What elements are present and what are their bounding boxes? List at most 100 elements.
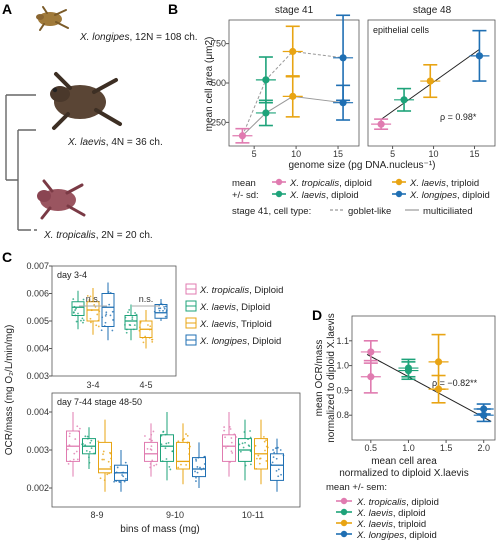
connector-lines [241, 50, 344, 137]
jitter-point [196, 471, 199, 474]
jitter-point [148, 438, 151, 441]
jitter-point [277, 475, 280, 478]
y-tick-label: 0.006 [26, 289, 49, 299]
data-points [360, 333, 494, 423]
data-point [262, 109, 270, 117]
jitter-point [272, 449, 274, 451]
jitter-point [68, 435, 71, 438]
jitter-point [122, 475, 125, 478]
x-tick-label: 10 [429, 149, 439, 159]
jitter-point [204, 455, 206, 458]
jitter-point [127, 311, 129, 314]
data-point [400, 96, 408, 104]
jitter-point [146, 447, 149, 450]
legend-label: X. longipes, Diploid [199, 336, 281, 347]
jitter-point [185, 464, 188, 466]
jitter-point [101, 458, 104, 461]
jitter-point [271, 461, 274, 464]
jitter-point [88, 456, 90, 459]
y-tick-labels: 0.003 0.004 0.005 0.006 0.007 [26, 261, 52, 381]
y-tick-label: 500 [211, 78, 226, 88]
jitter-point [139, 321, 142, 324]
jitter-point [177, 440, 180, 443]
x-axis-label: genome size (pg DNA.nucleus⁻¹) [288, 160, 435, 171]
x-tick-label: 1.0 [402, 443, 415, 453]
correlation-label: ρ = −0.82** [432, 378, 478, 388]
jitter-point [111, 329, 114, 332]
y-tick-label: 0.9 [336, 385, 349, 395]
jitter-point [239, 450, 242, 453]
goblet-like-line [241, 50, 344, 136]
jitter-point [99, 477, 102, 480]
jitter-point [124, 323, 126, 326]
legend-label: X. tropicalis, diploid [289, 178, 372, 189]
jitter-point [85, 449, 88, 452]
box-plots [66, 412, 285, 492]
jitter-point [77, 312, 79, 315]
jitter-point [103, 479, 106, 482]
jitter-point [103, 458, 105, 461]
jitter-point [200, 468, 203, 471]
jitter-point [142, 341, 145, 344]
box [71, 301, 85, 316]
jitter-point [135, 313, 138, 316]
jitter-point [279, 449, 282, 451]
jitter-point [124, 316, 127, 319]
jitter-point [270, 463, 272, 466]
data-point [434, 358, 443, 366]
jitter-point [81, 317, 84, 320]
panel-c-legend: X. tropicalis, Diploid X. laevis, Diploid… [185, 283, 283, 347]
fit-line [366, 353, 492, 422]
jitter-point [161, 303, 164, 306]
y-tick-label: 250 [211, 117, 226, 127]
jitter-point [102, 453, 104, 456]
jitter-point [68, 432, 71, 435]
jitter-point [183, 437, 186, 440]
legend-swatch-dot [340, 508, 348, 516]
jitter-point [265, 460, 268, 462]
svg-text:X. longipes, 12N = 108 ch.: X. longipes, 12N = 108 ch. [79, 32, 198, 43]
jitter-point [228, 425, 231, 428]
jitter-point [164, 433, 167, 436]
jitter-point [167, 441, 170, 444]
legend-swatch-dot [340, 497, 348, 505]
x-tick-label: 4-5 [139, 380, 152, 390]
jitter-point [224, 436, 227, 439]
jitter-point [223, 426, 226, 428]
frog-icon [50, 72, 122, 130]
jitter-point [122, 471, 125, 474]
jitter-point [266, 446, 269, 449]
jitter-point [98, 310, 101, 313]
celltype-dashed: goblet-like [348, 206, 391, 217]
jitter-point [75, 320, 78, 323]
jitter-point [89, 317, 92, 320]
y-tick-label: 0.007 [26, 261, 49, 271]
jitter-point [121, 474, 123, 476]
y-tick-label: 0.004 [26, 344, 49, 354]
panel-letter-c: C [2, 249, 12, 265]
jitter-point [75, 307, 77, 310]
jitter-point [132, 328, 135, 331]
panel-letter-b: B [168, 1, 178, 17]
jitter-point [161, 460, 164, 463]
jitter-point [125, 331, 128, 334]
x-tick-label: 0.5 [365, 443, 378, 453]
jitter-point [235, 436, 237, 438]
jitter-point [96, 313, 99, 316]
jitter-point [138, 329, 141, 332]
subplot-title: day 7-44 stage 48-50 [57, 397, 142, 407]
subplot-annotation: epithelial cells [373, 25, 430, 35]
y-tick-label: 0.004 [26, 407, 49, 417]
species-karyotype: , 12N = 108 ch. [129, 32, 197, 43]
jitter-point [75, 450, 78, 453]
jitter-point [244, 464, 247, 467]
jitter-point [97, 319, 100, 322]
jitter-point [165, 458, 168, 460]
jitter-point [69, 460, 72, 463]
jitter-point [84, 444, 87, 447]
frog-icon [37, 179, 86, 220]
jitter-point [97, 325, 100, 328]
jitter-point [247, 438, 249, 441]
jitter-point [90, 447, 93, 450]
